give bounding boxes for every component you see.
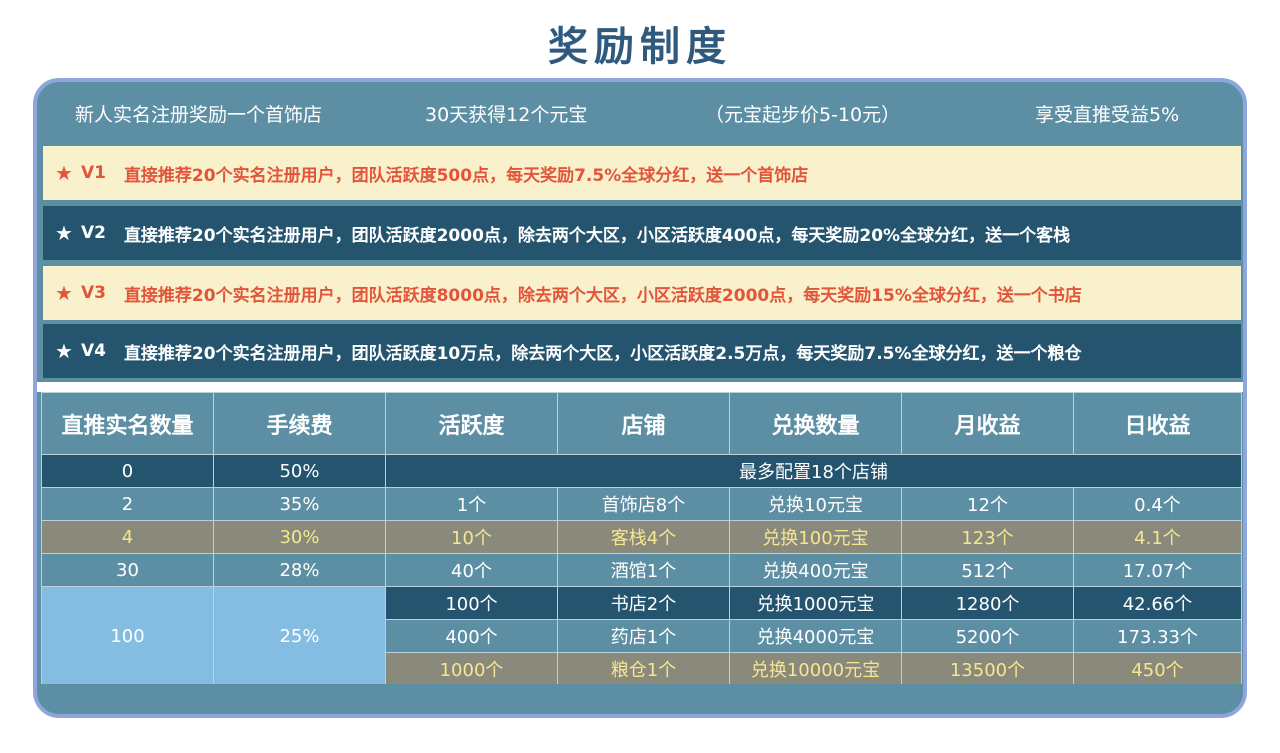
table-row: 0 50% 最多配置18个店铺: [41, 454, 1242, 488]
header-activity: 活跃度: [385, 392, 558, 455]
cell-fee: 35%: [213, 487, 386, 521]
panel-footer: [37, 684, 1243, 714]
cell-fee: 25%: [213, 586, 386, 686]
cell-daily: 173.33个: [1073, 619, 1242, 653]
cell-count: 2: [41, 487, 214, 521]
header-shop: 店铺: [557, 392, 730, 455]
level-description: 直接推荐20个实名注册用户，团队活跃度10万点，除去两个大区，小区活跃度2.5万…: [123, 343, 1082, 364]
cell-activity: 1个: [385, 487, 558, 521]
cell-count: 30: [41, 553, 214, 587]
reward-panel: 新人实名注册奖励一个首饰店 30天获得12个元宝 （元宝起步价5-10元） 享受…: [33, 78, 1247, 718]
cell-activity: 100个: [385, 586, 558, 620]
level-description: 直接推荐20个实名注册用户，团队活跃度2000点，除去两个大区，小区活跃度400…: [123, 225, 1071, 246]
cell-activity: 1000个: [385, 652, 558, 686]
cell-fee: 50%: [213, 454, 386, 488]
info-row: 新人实名注册奖励一个首饰店 30天获得12个元宝 （元宝起步价5-10元） 享受…: [37, 82, 1243, 144]
info-price: （元宝起步价5-10元）: [705, 103, 901, 126]
cell-daily: 4.1个: [1073, 520, 1242, 554]
cell-monthly: 512个: [901, 553, 1074, 587]
page-title: 奖励制度: [548, 24, 732, 70]
cell-exchange: 兑换10元宝: [729, 487, 902, 521]
cell-monthly: 5200个: [901, 619, 1074, 653]
info-new-user: 新人实名注册奖励一个首饰店: [75, 103, 323, 126]
cell-fee: 28%: [213, 553, 386, 587]
cell-exchange: 兑换400元宝: [729, 553, 902, 587]
cell-activity: 400个: [385, 619, 558, 653]
level-description: 直接推荐20个实名注册用户，团队活跃度500点，每天奖励7.5%全球分红，送一个…: [123, 165, 809, 186]
cell-exchange: 兑换4000元宝: [729, 619, 902, 653]
reward-table: 直推实名数量 手续费 活跃度 店铺 兑换数量 月收益 日收益 0 50% 最多配…: [41, 392, 1242, 686]
star-icon: ★: [55, 161, 73, 185]
cell-daily: 17.07个: [1073, 553, 1242, 587]
level-v1-band: ★ V1 直接推荐20个实名注册用户，团队活跃度500点，每天奖励7.5%全球分…: [43, 146, 1241, 200]
cell-count: 0: [41, 454, 214, 488]
cell-monthly: 12个: [901, 487, 1074, 521]
header-fee: 手续费: [213, 392, 386, 455]
header-monthly: 月收益: [901, 392, 1074, 455]
star-icon: ★: [55, 281, 73, 305]
cell-note: 最多配置18个店铺: [385, 454, 1242, 488]
table-row: 400个 药店1个 兑换4000元宝 5200个 173.33个: [42, 619, 1242, 653]
cell-daily: 450个: [1073, 652, 1242, 686]
header-daily: 日收益: [1073, 392, 1242, 455]
cell-fee: 30%: [213, 520, 386, 554]
info-direct-benefit: 享受直推受益5%: [1035, 103, 1180, 126]
level-v4-band: ★ V4 直接推荐20个实名注册用户，团队活跃度10万点，除去两个大区，小区活跃…: [43, 324, 1241, 378]
cell-count: 4: [41, 520, 214, 554]
table-header-row: 直推实名数量 手续费 活跃度 店铺 兑换数量 月收益 日收益: [41, 392, 1242, 455]
cell-shop: 酒馆1个: [557, 553, 730, 587]
level-description: 直接推荐20个实名注册用户，团队活跃度8000点，除去两个大区，小区活跃度200…: [123, 285, 1082, 306]
cell-daily: 42.66个: [1073, 586, 1242, 620]
level-label: V1: [80, 163, 106, 183]
star-icon: ★: [55, 339, 73, 363]
cell-monthly: 1280个: [901, 586, 1074, 620]
cell-shop: 书店2个: [557, 586, 730, 620]
cell-monthly: 123个: [901, 520, 1074, 554]
cell-shop: 首饰店8个: [557, 487, 730, 521]
cell-exchange: 兑换1000元宝: [729, 586, 902, 620]
cell-daily: 0.4个: [1073, 487, 1242, 521]
table-row: 100 25% 100个 书店2个 兑换1000元宝 1280个 42.66个: [41, 586, 1242, 686]
info-30-days: 30天获得12个元宝: [425, 103, 588, 126]
star-icon: ★: [55, 221, 73, 245]
cell-activity: 10个: [385, 520, 558, 554]
cell-activity: 40个: [385, 553, 558, 587]
table-row: 2 35% 1个 首饰店8个 兑换10元宝 12个 0.4个: [41, 487, 1242, 521]
header-exchange: 兑换数量: [729, 392, 902, 455]
cell-monthly: 13500个: [901, 652, 1074, 686]
level-label: V2: [80, 223, 106, 243]
cell-exchange: 兑换100元宝: [729, 520, 902, 554]
cell-count: 100: [41, 586, 214, 686]
table-row: 1000个 粮仓1个 兑换10000元宝 13500个 450个: [42, 652, 1242, 686]
level-v2-band: ★ V2 直接推荐20个实名注册用户，团队活跃度2000点，除去两个大区，小区活…: [43, 206, 1241, 260]
cell-shop: 药店1个: [557, 619, 730, 653]
cell-shop: 客栈4个: [557, 520, 730, 554]
cell-shop: 粮仓1个: [557, 652, 730, 686]
table-row: 4 30% 10个 客栈4个 兑换100元宝 123个 4.1个: [41, 520, 1242, 554]
level-label: V4: [80, 341, 106, 361]
level-label: V3: [80, 283, 106, 303]
cell-exchange: 兑换10000元宝: [729, 652, 902, 686]
table-row: 30 28% 40个 酒馆1个 兑换400元宝 512个 17.07个: [41, 553, 1242, 587]
level-v3-band: ★ V3 直接推荐20个实名注册用户，团队活跃度8000点，除去两个大区，小区活…: [43, 266, 1241, 320]
header-direct-count: 直推实名数量: [41, 392, 214, 455]
divider: [37, 382, 1243, 392]
